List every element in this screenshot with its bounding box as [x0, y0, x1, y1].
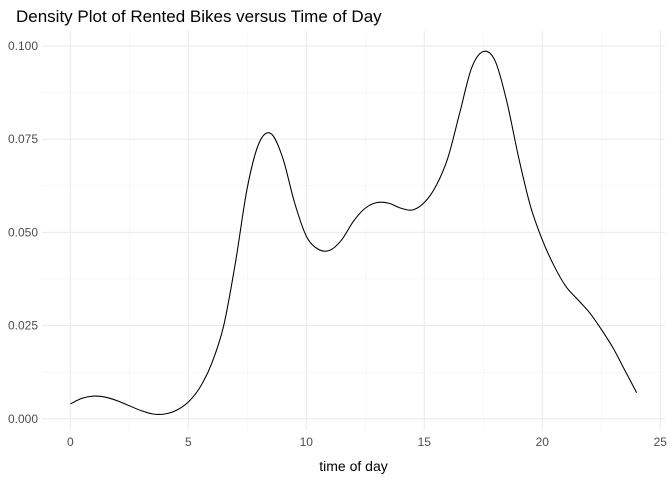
x-axis-ticks: 0 5 10 15 20 25: [67, 435, 667, 449]
x-tick-label: 20: [536, 435, 550, 449]
x-axis-label: time of day: [319, 458, 387, 474]
y-tick-label: 0.050: [8, 225, 38, 239]
y-tick-label: 0.000: [8, 412, 38, 426]
x-tick-label: 15: [418, 435, 432, 449]
density-curve: [70, 50, 638, 415]
chart-title: Density Plot of Rented Bikes versus Time…: [16, 7, 382, 26]
y-tick-label: 0.075: [8, 132, 38, 146]
y-axis-ticks: 0.000 0.025 0.050 0.075 0.100: [8, 39, 38, 426]
x-tick-label: 25: [654, 435, 668, 449]
series-layer: [70, 50, 638, 415]
y-tick-label: 0.100: [8, 39, 38, 53]
x-tick-label: 10: [300, 435, 314, 449]
y-tick-label: 0.025: [8, 319, 38, 333]
x-tick-label: 5: [185, 435, 192, 449]
grid-lines: [42, 31, 665, 430]
x-tick-label: 0: [67, 435, 74, 449]
